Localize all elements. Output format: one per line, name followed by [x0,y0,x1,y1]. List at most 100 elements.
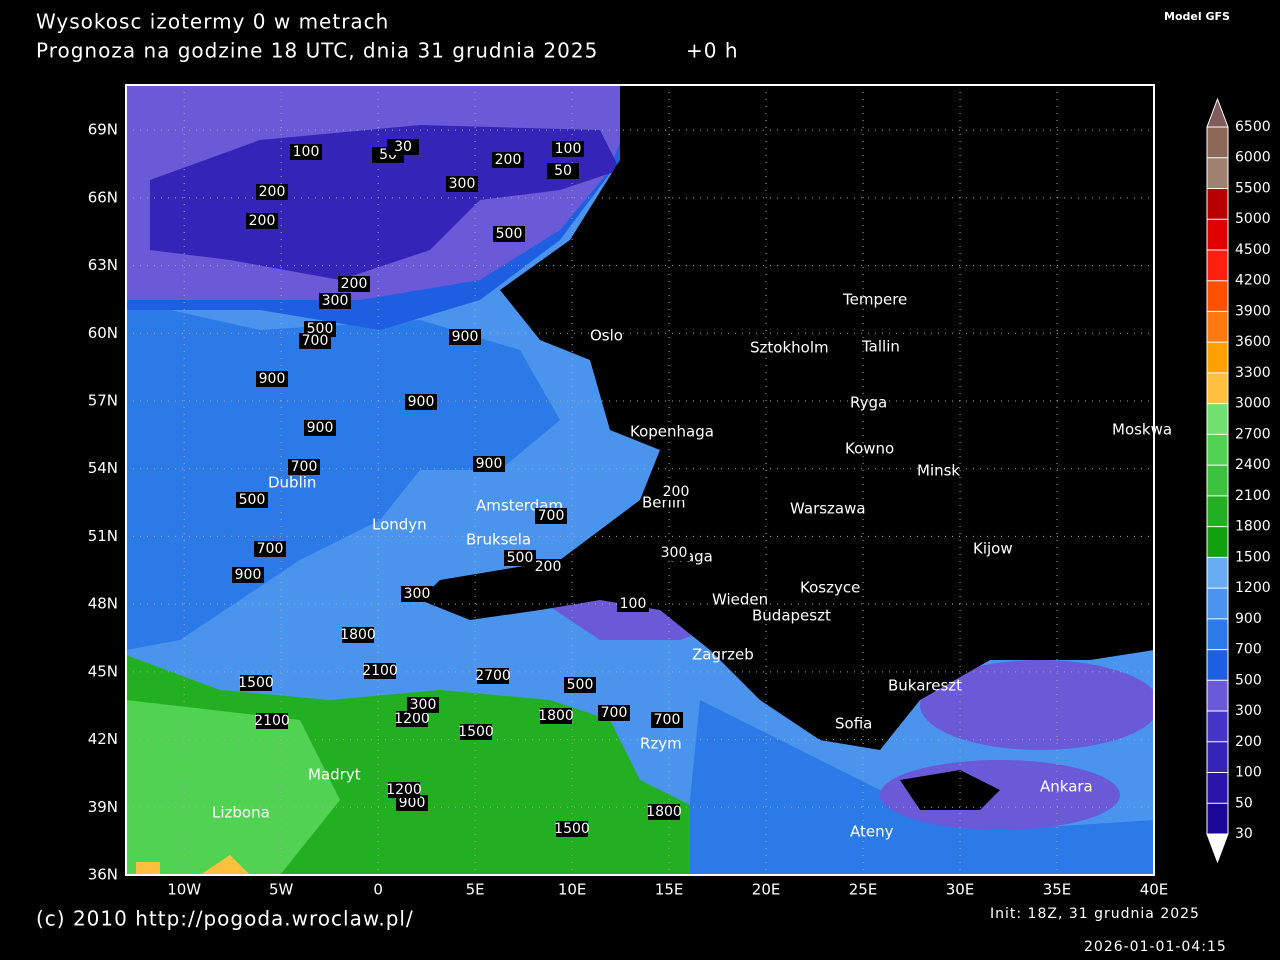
contour-label: 500 [564,677,596,693]
contour-label: 1800 [646,804,682,820]
contour-label-text: 900 [399,795,426,811]
colorbar-swatch [1207,311,1228,343]
contour-label: 300 [658,545,690,561]
contour-label-bg [256,371,288,387]
colorbar-label: 3600 [1235,334,1271,350]
y-tick-label: 51N [88,527,118,545]
map-frame [125,84,1155,876]
contour-label-text: 2700 [475,668,511,684]
contour-label: 1500 [458,724,494,740]
model-name: Model GFS [1164,10,1230,23]
x-tick-label: 10E [558,881,587,899]
colorbar-swatch [1207,127,1228,158]
x-tick-label: 35E [1043,881,1072,899]
contour-label-bg [396,711,428,727]
y-tick-label: 57N [88,392,118,410]
contour-label: 200 [338,276,370,292]
city-label: Budapeszt [752,607,831,625]
contour-label-text: 200 [249,213,276,229]
contour-label-text: 30 [394,139,412,155]
contour-label-bg [256,713,288,729]
contour-label-bg [290,144,322,160]
contour-label: 900 [304,420,336,436]
x-tick-label: 5W [269,881,294,899]
contour-label: 50 [547,163,579,179]
city-label: Ankara [1040,778,1093,796]
city-label: Warszawa [790,500,866,518]
colorbar-label: 30 [1235,826,1253,842]
contour-label: 200 [492,152,524,168]
contour-label-text: 700 [601,705,628,721]
contour-label-bg [598,705,630,721]
contour-label-bg [446,176,478,192]
contour-label: 500 [493,226,525,242]
contour-label-bg [256,184,288,200]
contour-label-bg [617,596,649,612]
colorbar-swatch [1207,342,1228,373]
contour-label-bg [648,804,680,820]
contour-label-bg [299,333,331,349]
colorbar-swatch [1207,434,1228,466]
contour-label: 1500 [554,821,590,837]
contour-label-text: 900 [235,567,262,583]
contour-label-bg [552,141,584,157]
colorbar-label: 200 [1235,734,1262,750]
x-tick-label: 40E [1140,881,1169,899]
x-tick-label: 10W [167,881,201,899]
x-tick-label: 15E [655,881,684,899]
contour-label-bg [473,456,505,472]
colorbar-label: 100 [1235,765,1262,781]
colorbar-label: 700 [1235,642,1262,658]
x-tick-label: 5E [466,881,485,899]
contour-label-bg [504,550,536,566]
city-label: Dublin [268,474,316,492]
contour-label: 700 [299,333,331,349]
city-label: Kowno [845,440,894,458]
contour-label-text: 1800 [646,804,682,820]
colorbar-label: 1200 [1235,580,1271,596]
contour-label-bg [364,663,396,679]
colorbar-label: 6000 [1235,150,1271,166]
contour-label-text: 100 [293,144,320,160]
contour-label-bg [387,139,419,155]
x-tick-label: 0 [373,881,383,899]
contour-label: 300 [446,176,478,192]
contour-label: 200 [246,213,278,229]
contour-label: 200 [532,559,564,575]
contour-label: 700 [288,459,320,475]
colorbar-label: 50 [1235,795,1253,811]
colorbar-label: 5500 [1235,180,1271,196]
contour-label: 1800 [538,708,574,724]
y-tick-label: 63N [88,256,118,274]
contour-label-bg [388,782,420,798]
colorbar-label: 3000 [1235,396,1271,412]
colorbar-label: 4500 [1235,242,1271,258]
y-tick-label: 48N [88,595,118,613]
contour-label-bg [405,394,437,410]
city-label: Madryt [308,766,361,784]
colorbar-end [1206,97,1229,128]
contour-label-text: 900 [307,420,334,436]
contour-label-text: 700 [538,508,565,524]
contour-label-bg [401,586,433,602]
contour-label-text: 200 [535,559,562,575]
contour-label-text: 500 [239,492,266,508]
contour-label-text: 100 [620,596,647,612]
colorbar-label: 900 [1235,611,1262,627]
contour-label-bg [449,329,481,345]
city-label: Rzym [640,735,682,753]
contour-label-bg [493,226,525,242]
contour-label-text: 1800 [538,708,574,724]
contour-label: 200 [660,484,692,500]
contour-label-text: 1200 [386,782,422,798]
contour-label: 1200 [386,782,422,798]
city-label: Kijow [973,540,1013,558]
contour-label-text: 200 [495,152,522,168]
y-tick-label: 42N [88,730,118,748]
contour-label-text: 200 [259,184,286,200]
colorbar-label: 2100 [1235,488,1271,504]
contour-label-text: 1500 [238,675,274,691]
x-tick-label: 25E [849,881,878,899]
colorbar-label: 1800 [1235,519,1271,535]
